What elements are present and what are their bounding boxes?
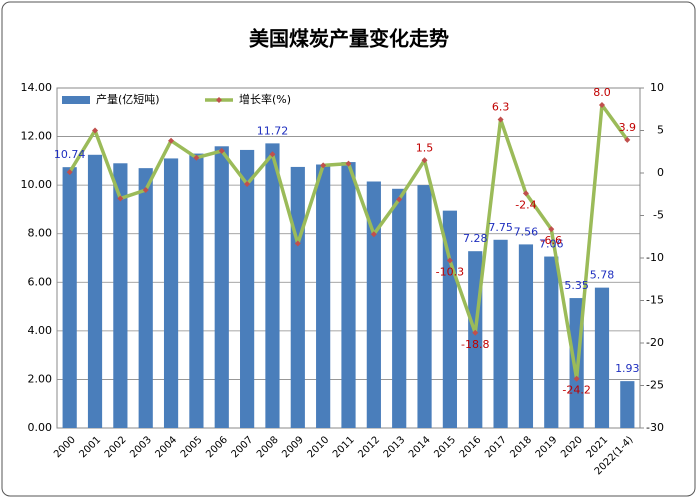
chart-title: 美国煤炭产量变化走势 (249, 27, 449, 51)
legend-swatch (62, 96, 90, 104)
bar (113, 163, 128, 429)
line-marker (294, 240, 301, 247)
data-label: 1.5 (416, 141, 434, 154)
bar (189, 153, 204, 429)
line-marker (421, 157, 428, 164)
bar (290, 166, 305, 428)
line-marker (497, 116, 504, 123)
bar (87, 154, 103, 429)
bar (518, 244, 534, 428)
bar (392, 188, 407, 428)
y2-tick-label: -10 (646, 251, 664, 264)
data-label: -6.6 (541, 234, 562, 247)
line-marker (66, 169, 73, 176)
line-marker (396, 196, 403, 203)
line-marker (624, 136, 631, 143)
line-marker (573, 375, 580, 382)
y-tick-label: 8.00 (28, 227, 53, 240)
line-marker (168, 137, 175, 144)
data-label: -18.8 (461, 338, 489, 351)
bar (163, 158, 179, 428)
line-marker (446, 257, 453, 264)
bar (366, 181, 381, 428)
data-label: 1.93 (615, 362, 640, 375)
data-label: 7.06 (539, 238, 564, 251)
y2-tick-label: -30 (646, 421, 664, 434)
line-marker (269, 151, 276, 158)
line-marker (370, 231, 377, 238)
data-label: 5.35 (564, 279, 589, 292)
line-marker (345, 160, 352, 167)
line-marker (548, 226, 555, 233)
data-label: -10.3 (436, 266, 464, 279)
legend-label: 增长率(%) (239, 92, 291, 106)
bar (316, 164, 331, 428)
bar (620, 381, 635, 428)
y-tick-label: 10.00 (21, 178, 53, 191)
y-tick-label: 12.00 (21, 130, 53, 143)
y2-tick-label: -25 (646, 379, 664, 392)
y-tick-label: 6.00 (28, 275, 53, 288)
line-marker (117, 195, 124, 202)
bar (341, 162, 356, 429)
data-label: 11.72 (257, 124, 289, 137)
data-label: 7.28 (463, 232, 488, 245)
line-marker (320, 162, 327, 169)
data-label: 8.0 (593, 86, 611, 99)
y2-tick-label: -20 (646, 336, 664, 349)
line-marker (522, 190, 529, 197)
data-label: 7.75 (488, 221, 513, 234)
y2-tick-label: 5 (657, 124, 664, 137)
legend-marker (216, 97, 222, 103)
line-marker (218, 147, 225, 154)
bar (493, 239, 508, 428)
line-marker (142, 187, 149, 193)
line-marker (92, 127, 99, 134)
y-tick-label: 0.00 (28, 421, 53, 434)
bar (240, 149, 255, 428)
data-label: -2.4 (515, 198, 536, 211)
data-label: 6.3 (492, 100, 510, 113)
y2-tick-label: 10 (650, 81, 664, 94)
line-marker (244, 181, 251, 188)
bar (214, 146, 229, 429)
y2-tick-label: -15 (646, 294, 664, 307)
line-marker (598, 102, 605, 108)
bar (138, 168, 153, 428)
line-marker (472, 329, 479, 336)
data-label: 7.56 (514, 225, 539, 238)
data-label: -24.2 (562, 384, 590, 397)
legend-label: 产量(亿短吨) (96, 92, 160, 106)
bar (62, 167, 77, 428)
data-label: 3.9 (619, 121, 637, 134)
bar (265, 143, 280, 428)
bar (417, 185, 432, 428)
y-tick-label: 14.00 (21, 81, 53, 94)
data-label: 5.78 (590, 269, 615, 282)
line-marker (193, 154, 200, 161)
bar (594, 287, 610, 428)
y2-tick-label: -5 (653, 209, 664, 222)
y-tick-label: 2.00 (28, 372, 53, 385)
data-label: 10.74 (54, 148, 86, 161)
bar (544, 256, 559, 428)
y-tick-label: 4.00 (28, 324, 53, 337)
bar (442, 210, 457, 428)
y2-tick-label: 0 (657, 166, 664, 179)
